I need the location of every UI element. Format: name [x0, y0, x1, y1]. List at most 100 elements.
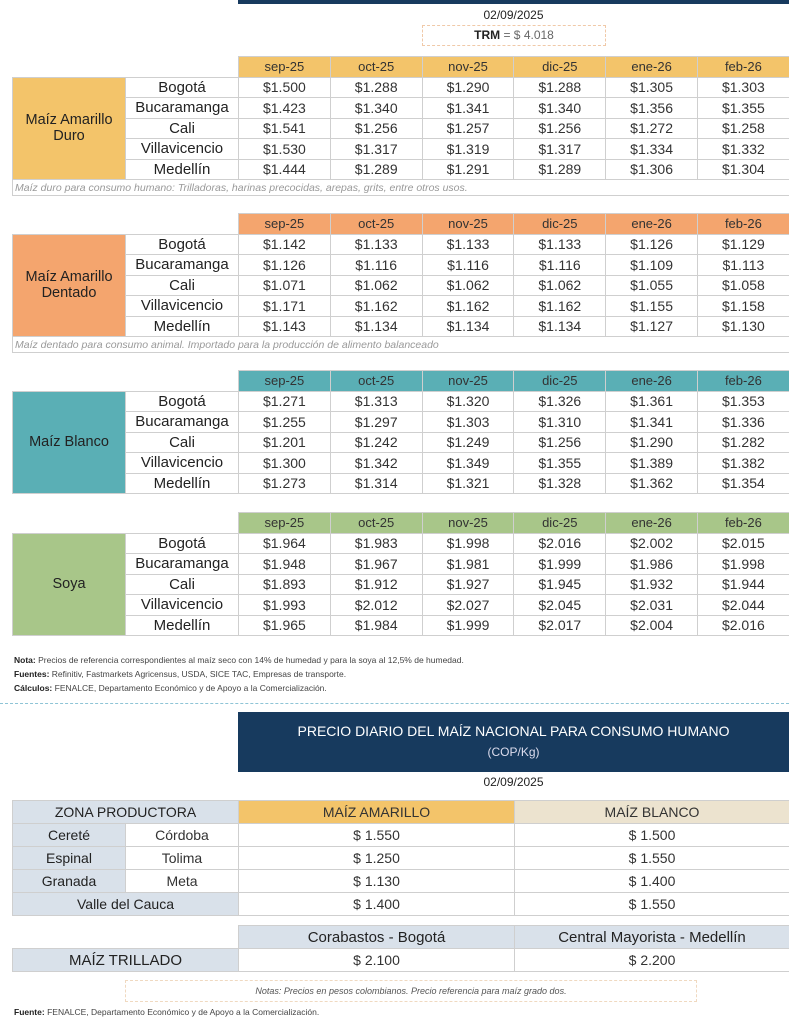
national-price-table: ZONA PRODUCTORA MAÍZ AMARILLO MAÍZ BLANC… — [12, 800, 789, 916]
table-row: Maíz Blanco Bogotá $1.271 $1.313 $1.320 $1.32… — [12, 390, 789, 494]
table-row: Cereté Córdoba $ 1.550 $ 1.500 — [12, 823, 789, 847]
footnote-fuentes: Fuentes: Refinitiv, Fastmarkets Agricens… — [14, 669, 346, 679]
month-header: nov-25 — [421, 56, 515, 78]
section-divider — [0, 703, 789, 704]
month-header: ene-26 — [605, 56, 698, 78]
price-cell: $1.300 — [238, 452, 331, 474]
price-cell: $1.290 — [421, 76, 515, 98]
price-cell: $1.893 — [238, 573, 331, 595]
zone-cell: Valle del Cauca — [12, 892, 239, 916]
table-header-row: ZONA PRODUCTORA MAÍZ AMARILLO MAÍZ BLANC… — [12, 800, 789, 824]
price-cell: $1.328 — [513, 472, 607, 494]
city-label: Medellín — [125, 315, 239, 337]
table-row: Bucaramanga $1.255 $1.297 $1.303 $1.310 $1.34… — [13, 411, 789, 433]
price-cell: $1.998 — [696, 553, 789, 575]
price-cell: $1.055 — [605, 274, 698, 296]
national-notes: Notas: Precios en pesos colombianos. Pre… — [125, 980, 697, 1002]
price-cell: $1.362 — [605, 472, 698, 494]
price-cell: $1.201 — [238, 431, 331, 453]
price-cell: $1.158 — [696, 295, 789, 317]
month-header: dic-25 — [513, 56, 607, 78]
price-cell: $1.326 — [513, 390, 607, 412]
price-cell: $1.541 — [238, 117, 331, 139]
amarillo-price: $ 1.400 — [238, 892, 515, 916]
price-cell: $1.306 — [605, 158, 698, 180]
blanco-price: $ 1.500 — [514, 823, 789, 847]
price-cell: $1.317 — [513, 138, 607, 160]
price-cell: $1.134 — [329, 315, 423, 337]
table-row: Villavicencio $1.300 $1.342 $1.349 $1.355 $1.… — [13, 452, 789, 474]
national-date: 02/09/2025 — [483, 775, 544, 789]
zone-cell: Espinal — [12, 846, 126, 870]
price-cell: $1.289 — [329, 158, 423, 180]
price-cell: $1.355 — [513, 452, 607, 474]
table-row: MAÍZ TRILLADO $ 2.100 $ 2.200 — [12, 948, 789, 972]
month-header: oct-25 — [329, 213, 423, 235]
price-cell: $1.171 — [238, 295, 331, 317]
price-cell: $1.444 — [238, 158, 331, 180]
city-label: Villavicencio — [125, 138, 239, 160]
national-fuente: Fuente: FENALCE, Departamento Económico … — [14, 1007, 319, 1017]
price-cell: $1.288 — [329, 76, 423, 98]
month-header: oct-25 — [329, 512, 423, 534]
table-row: Bucaramanga $1.423 $1.340 $1.341 $1.340 $1.35… — [13, 97, 789, 119]
trm-label: TRM — [474, 28, 501, 42]
price-table-3: sep-25 oct-25 nov-25 dic-25 ene-26 feb-26 Maíz… — [12, 370, 789, 494]
table-row: Cali $1.071 $1.062 $1.062 $1.062 $1.055 $1.058 — [13, 274, 789, 296]
table-row: Cali $1.541 $1.256 $1.257 $1.256 $1.272 $1.258 — [13, 117, 789, 139]
table-row: Cali $1.201 $1.242 $1.249 $1.256 $1.290 $1.282 — [13, 431, 789, 453]
price-cell: $1.126 — [238, 254, 331, 276]
table-row: Medellín $1.273 $1.314 $1.321 $1.328 $1.362 $1… — [13, 472, 789, 494]
note-row: Maíz duro para consumo humano: Trillador… — [12, 179, 789, 196]
table-row: Soya Bogotá $1.964 $1.983 $1.998 $2.016 $2.002… — [12, 532, 789, 636]
price-cell: $1.341 — [605, 411, 698, 433]
price-cell: $1.927 — [421, 573, 515, 595]
price-cell: $1.272 — [605, 117, 698, 139]
price-cell: $1.282 — [696, 431, 789, 453]
price-cell: $1.389 — [605, 452, 698, 474]
price-cell: $1.130 — [696, 315, 789, 337]
blank-cell — [13, 926, 239, 949]
price-cell: $1.993 — [238, 594, 331, 616]
month-header: nov-25 — [421, 370, 515, 392]
price-table-1: sep-25 oct-25 nov-25 dic-25 ene-26 feb-26 Maíz… — [12, 56, 789, 196]
city-label: Medellín — [125, 472, 239, 494]
price-cell: $1.336 — [696, 411, 789, 433]
blank-cell — [13, 57, 239, 78]
price-cell: $1.342 — [329, 452, 423, 474]
month-header: sep-25 — [238, 370, 331, 392]
city-label: Cali — [125, 573, 239, 595]
month-header: sep-25 — [238, 213, 331, 235]
city-label: Cali — [125, 431, 239, 453]
product-label: Soya — [12, 532, 126, 636]
table-row: Medellín $1.143 $1.134 $1.134 $1.134 $1.127 $1… — [13, 315, 789, 337]
price-cell: $1.341 — [421, 97, 515, 119]
price-cell: $1.944 — [696, 573, 789, 595]
price-cell: $1.349 — [421, 452, 515, 474]
price-cell: $1.116 — [513, 254, 607, 276]
month-header: dic-25 — [513, 512, 607, 534]
price-cell: $1.964 — [238, 532, 331, 554]
price-cell: $1.297 — [329, 411, 423, 433]
month-header: feb-26 — [696, 370, 789, 392]
price-cell: $1.313 — [329, 390, 423, 412]
price-cell: $1.932 — [605, 573, 698, 595]
product-label: Maíz Amarillo Duro — [12, 76, 126, 180]
zone-cell: Granada — [12, 869, 126, 893]
table-header-row: sep-25 oct-25 nov-25 dic-25 ene-26 feb-26 — [13, 512, 789, 534]
amarillo-price: $ 1.550 — [238, 823, 515, 847]
table-row: Bucaramanga $1.948 $1.967 $1.981 $1.999 $1.98… — [13, 553, 789, 575]
price-cell: $1.965 — [238, 614, 331, 636]
table-row: Valle del Cauca $ 1.400 $ 1.550 — [12, 892, 789, 916]
price-cell: $2.045 — [513, 594, 607, 616]
price-cell: $2.031 — [605, 594, 698, 616]
price-cell: $2.044 — [696, 594, 789, 616]
price-cell: $1.361 — [605, 390, 698, 412]
header-bar — [238, 0, 789, 4]
price-cell: $1.354 — [696, 472, 789, 494]
calculos-label: Cálculos: — [14, 683, 53, 693]
price-cell: $2.027 — [421, 594, 515, 616]
price-cell: $1.143 — [238, 315, 331, 337]
table-row: Granada Meta $ 1.130 $ 1.400 — [12, 869, 789, 893]
table-row: Medellín $1.444 $1.289 $1.291 $1.289 $1.306 $1… — [13, 158, 789, 180]
